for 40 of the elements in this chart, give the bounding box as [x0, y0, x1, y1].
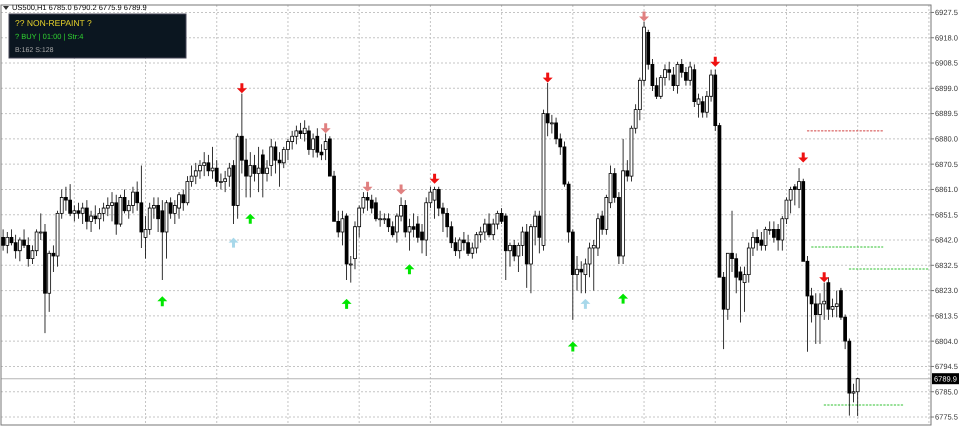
candlestick	[194, 162, 198, 185]
candlestick	[676, 61, 680, 94]
point	[342, 298, 352, 309]
candlestick	[344, 213, 348, 280]
point	[542, 72, 553, 83]
candlestick	[85, 200, 89, 230]
point	[157, 296, 168, 306]
candlestick	[466, 234, 470, 256]
candlestick	[834, 290, 839, 318]
candlestick	[114, 194, 118, 236]
annotation: ?? NON-REPAINT ?	[15, 18, 92, 28]
point	[320, 123, 331, 134]
candlestick	[5, 232, 10, 254]
point	[396, 184, 406, 194]
point	[236, 83, 247, 94]
candlestick	[826, 276, 830, 320]
candlestick	[487, 213, 491, 238]
candlestick	[260, 149, 265, 198]
candlestick	[856, 377, 860, 416]
point	[362, 182, 373, 192]
point	[819, 272, 830, 282]
candlestick	[432, 186, 436, 220]
point	[798, 152, 808, 163]
candlestick	[223, 170, 227, 193]
point	[639, 11, 650, 22]
point	[404, 264, 414, 274]
point	[568, 341, 578, 352]
point	[245, 214, 256, 224]
candlestick	[160, 200, 164, 280]
candlestick	[621, 138, 625, 264]
candlestick	[1, 228, 5, 252]
candlestick	[315, 128, 320, 158]
candlestick	[269, 138, 274, 177]
candlestick	[202, 152, 206, 177]
point	[580, 298, 590, 309]
point	[430, 174, 440, 184]
point	[710, 56, 720, 67]
candlestick	[366, 192, 370, 212]
point	[618, 294, 628, 304]
point	[228, 238, 238, 248]
